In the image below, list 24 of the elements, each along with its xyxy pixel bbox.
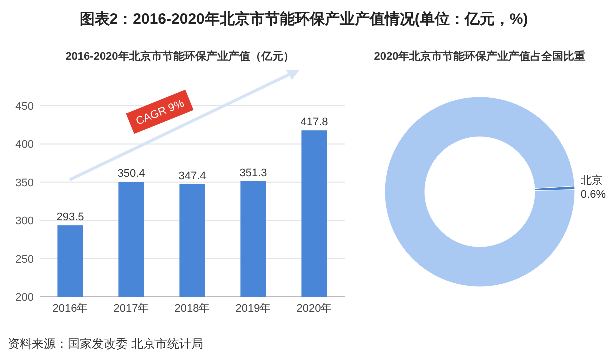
x-tick-label: 2018年 [174,303,210,315]
data-label: 351.3 [240,167,268,180]
y-tick-label: 400 [16,139,34,152]
data-label: 0.6% [580,188,606,201]
donut-slice [384,96,576,288]
slice-label: 北京 [580,174,603,187]
x-tick-label: 2019年 [236,303,272,315]
x-tick-label: 2017年 [114,303,150,315]
annotation: CAGR 9% [134,98,186,128]
data-label: 347.4 [178,170,206,182]
chart-title: 2020年北京市节能环保产业产值占全国比重 [374,50,586,63]
y-tick-label: 250 [16,254,34,266]
x-tick-label: 2020年 [296,303,332,315]
y-tick-label: 350 [16,177,34,190]
chart-subtitle: 2016-2020年北京市节能环保产业产值（亿元） [66,50,294,63]
y-tick-label: 450 [16,101,34,113]
data-label: 350.4 [118,168,146,180]
y-tick-label: 300 [16,216,34,228]
y-tick-label: 200 [16,292,34,304]
chart-title: 图表2：2016-2020年北京市节能环保产业产值情况(单位：亿元，%) [80,10,528,28]
x-tick-label: 2016年 [52,303,88,315]
data-label: 417.8 [300,116,328,129]
data-label: 293.5 [56,212,84,224]
text: 资料来源：国家发改委 北京市统计局 [8,337,204,351]
